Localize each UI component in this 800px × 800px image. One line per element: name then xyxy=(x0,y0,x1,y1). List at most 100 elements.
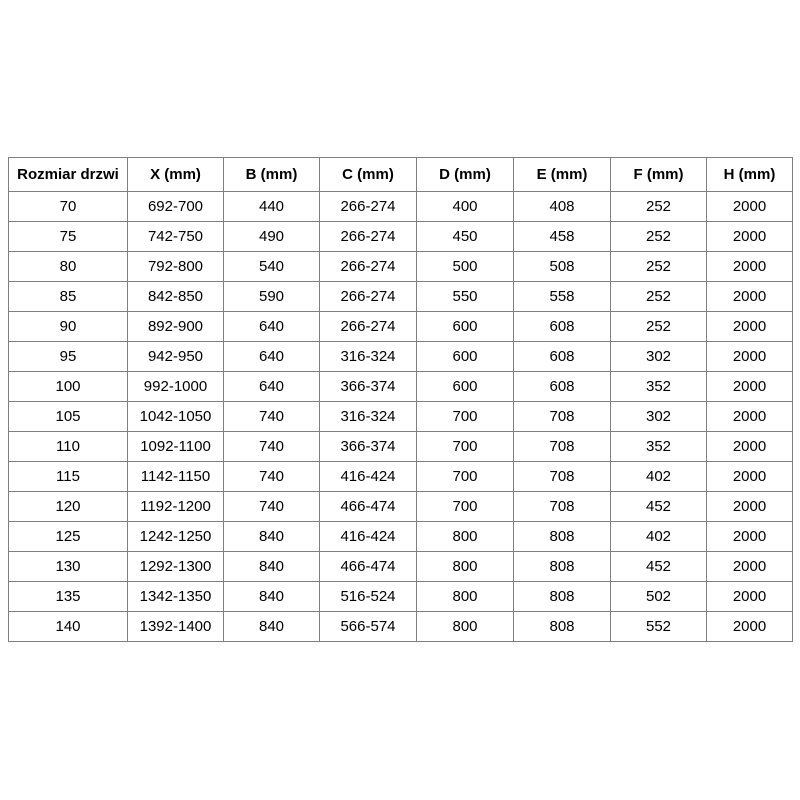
table-cell: 400 xyxy=(416,191,514,222)
table-cell: 135 xyxy=(8,581,128,612)
table-cell: 552 xyxy=(610,611,707,642)
table-cell: 700 xyxy=(416,461,514,492)
table-cell: 708 xyxy=(513,401,611,432)
table-cell: 466-474 xyxy=(319,491,417,522)
table-cell: 808 xyxy=(513,611,611,642)
table-row: 110 1092-1100 740 366-374 700 708 352 2000 xyxy=(8,431,793,462)
table-row: 75 742-750 490 266-274 450 458 252 2000 xyxy=(8,221,793,252)
table-cell: 75 xyxy=(8,221,128,252)
table-cell: 302 xyxy=(610,341,707,372)
table-header-cell: H (mm) xyxy=(706,157,793,192)
table-cell: 1392-1400 xyxy=(127,611,224,642)
table-body: 70 692-700 440 266-274 400 408 252 2000 75 742-75… xyxy=(8,191,793,642)
table-cell: 590 xyxy=(223,281,320,312)
table-cell: 440 xyxy=(223,191,320,222)
table-cell: 125 xyxy=(8,521,128,552)
table-cell: 2000 xyxy=(706,491,793,522)
table-cell: 740 xyxy=(223,401,320,432)
table-cell: 840 xyxy=(223,551,320,582)
table-row: 100 992-1000 640 366-374 600 608 352 2000 xyxy=(8,371,793,402)
table-cell: 800 xyxy=(416,611,514,642)
table-row: 95 942-950 640 316-324 600 608 302 2000 xyxy=(8,341,793,372)
table-header-cell: D (mm) xyxy=(416,157,514,192)
table-cell: 840 xyxy=(223,581,320,612)
table-cell: 640 xyxy=(223,341,320,372)
table-cell: 490 xyxy=(223,221,320,252)
table-cell: 640 xyxy=(223,371,320,402)
table-cell: 2000 xyxy=(706,551,793,582)
table-cell: 808 xyxy=(513,581,611,612)
table-cell: 452 xyxy=(610,551,707,582)
table-cell: 692-700 xyxy=(127,191,224,222)
table-cell: 252 xyxy=(610,251,707,282)
table-cell: 700 xyxy=(416,491,514,522)
table-cell: 558 xyxy=(513,281,611,312)
table-cell: 120 xyxy=(8,491,128,522)
table-cell: 800 xyxy=(416,551,514,582)
table-cell: 366-374 xyxy=(319,371,417,402)
table-cell: 2000 xyxy=(706,611,793,642)
table-row: 70 692-700 440 266-274 400 408 252 2000 xyxy=(8,191,793,222)
table-cell: 502 xyxy=(610,581,707,612)
table-cell: 2000 xyxy=(706,341,793,372)
table-cell: 130 xyxy=(8,551,128,582)
table-cell: 942-950 xyxy=(127,341,224,372)
table-cell: 450 xyxy=(416,221,514,252)
table-cell: 740 xyxy=(223,491,320,522)
table-cell: 85 xyxy=(8,281,128,312)
table-cell: 466-474 xyxy=(319,551,417,582)
table-cell: 266-274 xyxy=(319,281,417,312)
table-cell: 740 xyxy=(223,461,320,492)
table-cell: 2000 xyxy=(706,311,793,342)
table-cell: 266-274 xyxy=(319,251,417,282)
table-cell: 266-274 xyxy=(319,311,417,342)
table-header-cell: E (mm) xyxy=(513,157,611,192)
table-header-row: Rozmiar drzwi X (mm) B (mm) C (mm) D (mm) E (… xyxy=(8,157,793,192)
table-cell: 840 xyxy=(223,521,320,552)
table-cell: 2000 xyxy=(706,431,793,462)
table-cell: 366-374 xyxy=(319,431,417,462)
table-cell: 80 xyxy=(8,251,128,282)
table-cell: 808 xyxy=(513,521,611,552)
table-cell: 792-800 xyxy=(127,251,224,282)
table-cell: 140 xyxy=(8,611,128,642)
table-cell: 800 xyxy=(416,581,514,612)
table-cell: 95 xyxy=(8,341,128,372)
table-header-cell: Rozmiar drzwi xyxy=(8,157,128,192)
table-header-cell: C (mm) xyxy=(319,157,417,192)
table-cell: 266-274 xyxy=(319,191,417,222)
table-cell: 566-574 xyxy=(319,611,417,642)
table-cell: 1042-1050 xyxy=(127,401,224,432)
table-cell: 100 xyxy=(8,371,128,402)
table-cell: 458 xyxy=(513,221,611,252)
table-cell: 1142-1150 xyxy=(127,461,224,492)
table-cell: 700 xyxy=(416,401,514,432)
table-cell: 1092-1100 xyxy=(127,431,224,462)
door-size-table: Rozmiar drzwi X (mm) B (mm) C (mm) D (mm) E (… xyxy=(8,157,793,642)
table-cell: 2000 xyxy=(706,251,793,282)
table-cell: 2000 xyxy=(706,371,793,402)
table-cell: 640 xyxy=(223,311,320,342)
table-cell: 892-900 xyxy=(127,311,224,342)
table-cell: 316-324 xyxy=(319,341,417,372)
table-cell: 2000 xyxy=(706,221,793,252)
table-row: 115 1142-1150 740 416-424 700 708 402 2000 xyxy=(8,461,793,492)
table-cell: 608 xyxy=(513,311,611,342)
table-cell: 90 xyxy=(8,311,128,342)
table-cell: 2000 xyxy=(706,581,793,612)
table-cell: 110 xyxy=(8,431,128,462)
table-cell: 608 xyxy=(513,341,611,372)
table-cell: 550 xyxy=(416,281,514,312)
table-cell: 316-324 xyxy=(319,401,417,432)
table-cell: 708 xyxy=(513,431,611,462)
table-cell: 352 xyxy=(610,431,707,462)
table-row: 105 1042-1050 740 316-324 700 708 302 2000 xyxy=(8,401,793,432)
table-cell: 416-424 xyxy=(319,461,417,492)
table-cell: 252 xyxy=(610,281,707,312)
table-cell: 2000 xyxy=(706,461,793,492)
table-cell: 402 xyxy=(610,521,707,552)
table-cell: 840 xyxy=(223,611,320,642)
table-cell: 608 xyxy=(513,371,611,402)
table-row: 130 1292-1300 840 466-474 800 808 452 2000 xyxy=(8,551,793,582)
